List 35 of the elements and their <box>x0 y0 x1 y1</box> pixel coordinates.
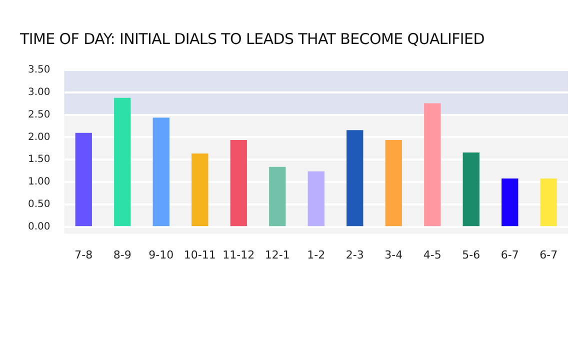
y-tick-label: 0.50 <box>28 198 50 210</box>
x-tick-label: 9-10 <box>148 248 174 262</box>
bar <box>424 103 441 226</box>
bar <box>75 132 92 226</box>
y-tick-label: 0.00 <box>28 221 50 232</box>
x-tick-label: 5-6 <box>462 248 480 262</box>
y-tick-label: 3.50 <box>28 64 50 76</box>
bar <box>346 130 364 226</box>
bar <box>192 153 208 226</box>
x-tick-label: 2-3 <box>346 248 364 262</box>
bar <box>502 178 518 226</box>
x-tick-label: 7-8 <box>74 248 93 262</box>
x-tick-label: 1-2 <box>307 248 326 262</box>
x-tick-label: 10-11 <box>184 248 216 262</box>
bar <box>230 140 247 226</box>
bar <box>308 171 324 226</box>
y-tick-label: 2.00 <box>28 132 50 143</box>
x-tick-label: 3-4 <box>384 248 403 262</box>
y-tick-label: 3.00 <box>28 86 50 98</box>
bar <box>152 118 170 226</box>
x-tick-label: 6-7 <box>540 248 558 262</box>
bar <box>385 140 402 226</box>
bar <box>462 152 480 226</box>
bar <box>540 178 557 226</box>
y-tick-label: 2.50 <box>28 109 50 120</box>
y-tick-label: 1.50 <box>28 154 50 166</box>
y-tick-label: 1.00 <box>28 176 50 188</box>
x-tick-label: 4-5 <box>423 248 442 262</box>
x-tick-label: 8-9 <box>113 248 132 262</box>
bar <box>114 98 131 226</box>
x-tick-label: 6-7 <box>500 248 519 262</box>
bar <box>269 166 286 226</box>
chart-title: TIME OF DAY: INITIAL DIALS TO LEADS THAT BECOME QUALIFIED <box>20 30 484 48</box>
x-tick-label: 11-12 <box>222 248 255 262</box>
x-tick-label: 12-1 <box>264 248 290 262</box>
